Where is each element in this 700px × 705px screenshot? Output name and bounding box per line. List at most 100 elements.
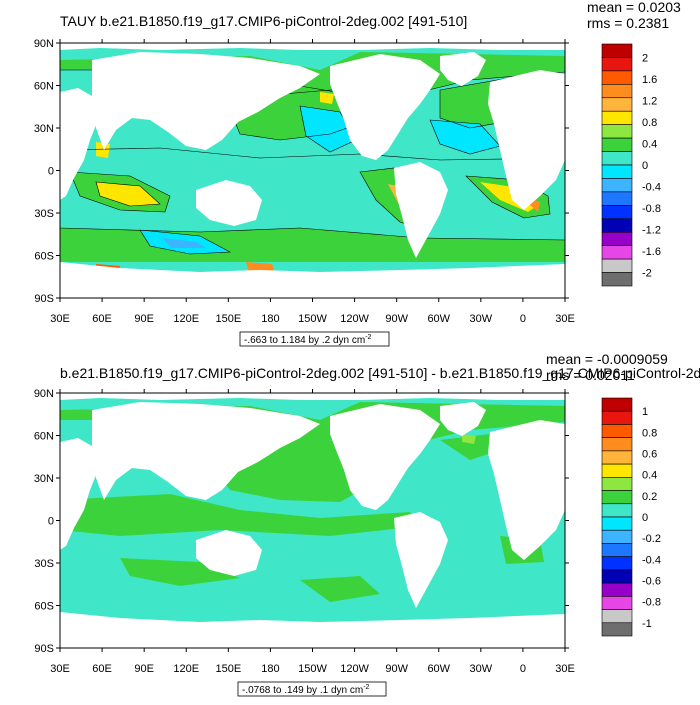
colorbar-label: 0.2 bbox=[642, 491, 657, 503]
colorbar-swatch bbox=[601, 556, 633, 571]
colorbar-swatch bbox=[601, 463, 633, 478]
colorbar-label: -2 bbox=[642, 268, 652, 280]
lon-tick-label: 150W bbox=[298, 663, 327, 675]
colorbar-label: -1.6 bbox=[642, 246, 661, 258]
top-contour-note-exponent: -2 bbox=[365, 334, 371, 341]
colorbar-swatch bbox=[601, 609, 633, 624]
colorbar-label: -0.6 bbox=[642, 575, 661, 587]
colorbar-label: -0.8 bbox=[642, 597, 661, 609]
colorbar-swatch bbox=[601, 596, 633, 610]
lat-tick-label: 60S bbox=[34, 251, 54, 263]
colorbar-swatch bbox=[601, 516, 633, 531]
colorbar-swatch bbox=[601, 529, 633, 544]
colorbar-swatch bbox=[601, 231, 633, 246]
colorbar-swatch bbox=[601, 622, 633, 637]
lon-tick-label: 30W bbox=[470, 313, 493, 325]
lon-tick-label: 150W bbox=[298, 313, 327, 325]
lat-tick-label: 0 bbox=[48, 516, 54, 528]
colorbar-swatch bbox=[601, 124, 633, 139]
colorbar-swatch bbox=[601, 490, 633, 505]
lon-tick-label: 180 bbox=[261, 663, 279, 675]
lon-tick-label: 30W bbox=[470, 663, 493, 675]
lon-tick-label: 120W bbox=[340, 313, 369, 325]
top-colorbar: 2 1.6 1.2 0.8 0.4 0 -0.4 -0.8 -1.2 -1.6 -2 bbox=[601, 43, 661, 287]
lon-tick-label: 150E bbox=[215, 663, 241, 675]
colorbar-label: 0 bbox=[642, 160, 648, 172]
colorbar-swatch bbox=[601, 43, 633, 58]
colorbar-swatch bbox=[601, 97, 633, 112]
lon-tick-label: 90W bbox=[385, 663, 408, 675]
colorbar-label: 0.8 bbox=[642, 427, 657, 439]
lon-tick-label: 120W bbox=[340, 663, 369, 675]
lat-tick-label: 60N bbox=[34, 81, 54, 93]
colorbar-swatch bbox=[601, 397, 633, 412]
colorbar-label: -0.2 bbox=[642, 533, 661, 545]
top-map-panel: TAUY b.e21.B1850.f19_g17.CMIP6-piControl… bbox=[34, 0, 681, 347]
lon-tick-label: 180 bbox=[261, 313, 279, 325]
colorbar-label: 2 bbox=[642, 52, 648, 64]
svg-text:-.0768 to .149 by .1 dyn cm-2: -.0768 to .149 by .1 dyn cm-2 bbox=[242, 684, 370, 696]
lon-tick-label: 120E bbox=[173, 313, 199, 325]
colorbar-label: -0.8 bbox=[642, 203, 661, 215]
lon-tick-label: 0 bbox=[520, 663, 526, 675]
bottom-contour-note: -.0768 to .149 by .1 dyn cm-2 bbox=[237, 681, 387, 697]
bottom-panel-title: b.e21.B1850.f19_g17.CMIP6-piControl-2deg… bbox=[60, 365, 700, 381]
lon-tick-label: 60W bbox=[427, 313, 450, 325]
colorbar-swatch bbox=[601, 569, 633, 584]
colorbar-swatch bbox=[601, 164, 633, 179]
lon-tick-label: 60W bbox=[427, 663, 450, 675]
lon-tick-label: 60E bbox=[92, 313, 112, 325]
bottom-rms-value: rms = 0.02011 bbox=[546, 367, 635, 383]
lat-tick-label: 30S bbox=[34, 208, 54, 220]
lon-tick-label: 150E bbox=[215, 313, 241, 325]
colorbar-label: 0.6 bbox=[642, 449, 657, 461]
lon-tick-label: 0 bbox=[520, 313, 526, 325]
colorbar-swatch bbox=[601, 137, 633, 152]
lon-tick-label: 90W bbox=[385, 313, 408, 325]
lat-tick-label: 90S bbox=[34, 293, 54, 305]
colorbar-swatch bbox=[601, 110, 633, 125]
colorbar-swatch bbox=[601, 543, 633, 557]
bottom-contour-note-exponent: -2 bbox=[363, 684, 369, 691]
colorbar-label: -0.4 bbox=[642, 554, 661, 566]
lat-tick-label: 60N bbox=[34, 431, 54, 443]
top-contour-note: -.663 to 1.184 by .2 dyn cm-2 bbox=[239, 331, 390, 347]
lat-tick-label: 30N bbox=[34, 123, 54, 135]
top-axis-ticks: 90N 60N 30N 0 30S 60S 90S 30E 60E 90E 120E 150E 180 1… bbox=[34, 38, 575, 325]
colorbar-swatch bbox=[601, 437, 633, 452]
lon-tick-label: 30E bbox=[555, 313, 575, 325]
lon-tick-label: 90E bbox=[134, 313, 154, 325]
colorbar-swatch bbox=[601, 151, 633, 166]
lon-tick-label: 30E bbox=[50, 663, 70, 675]
colorbar-swatch bbox=[601, 178, 633, 193]
colorbar-label: 0.4 bbox=[642, 470, 657, 482]
colorbar-swatch bbox=[601, 582, 633, 597]
lat-tick-label: 90N bbox=[34, 38, 54, 50]
colorbar-label: -1 bbox=[642, 618, 652, 630]
colorbar-label: -1.2 bbox=[642, 225, 661, 237]
lon-tick-label: 60E bbox=[92, 663, 112, 675]
colorbar-swatch bbox=[601, 84, 633, 99]
colorbar-label: 1 bbox=[642, 406, 648, 418]
lon-tick-label: 30E bbox=[50, 313, 70, 325]
top-field bbox=[60, 43, 565, 298]
colorbar-swatch bbox=[601, 191, 633, 206]
colorbar-swatch bbox=[601, 70, 633, 85]
colorbar-swatch bbox=[601, 218, 633, 233]
top-panel-title: TAUY b.e21.B1850.f19_g17.CMIP6-piControl… bbox=[60, 13, 467, 29]
colorbar-swatch bbox=[601, 503, 633, 518]
svg-text:-.663 to 1.184 by .2 dyn cm-2: -.663 to 1.184 by .2 dyn cm-2 bbox=[244, 334, 372, 346]
bottom-axis-ticks: 90N 60N 30N 0 30S 60S 90S 30E 60E 90E 120E 150E 180 1… bbox=[34, 388, 575, 675]
lat-tick-label: 0 bbox=[48, 166, 54, 178]
bottom-field bbox=[60, 393, 565, 648]
colorbar-label: 0 bbox=[642, 512, 648, 524]
bottom-mean-value: mean = -0.0009059 bbox=[546, 351, 668, 367]
colorbar-swatch bbox=[601, 57, 633, 72]
colorbar-swatch bbox=[601, 424, 633, 438]
lon-tick-label: 90E bbox=[134, 663, 154, 675]
top-mean-value: mean = 0.0203 bbox=[587, 0, 681, 15]
colorbar-label: -0.4 bbox=[642, 182, 661, 194]
colorbar-label: 1.6 bbox=[642, 74, 657, 86]
lat-tick-label: 30N bbox=[34, 473, 54, 485]
